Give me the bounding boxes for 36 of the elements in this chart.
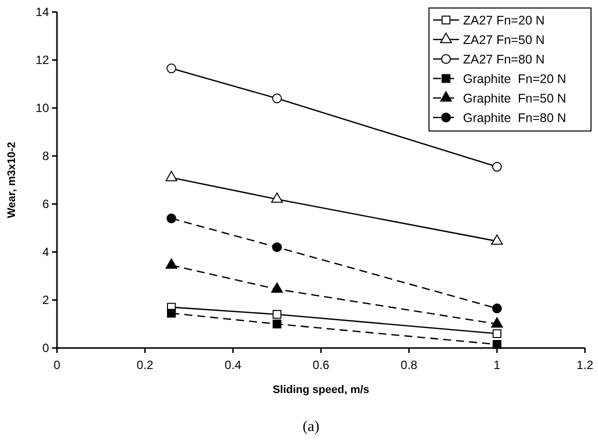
x-tick-label: 0.8 [400, 358, 418, 372]
legend-label: ZA27 Fn=80 N [463, 52, 545, 66]
x-tick-label: 1 [494, 358, 501, 372]
point [272, 94, 282, 104]
point [167, 308, 176, 318]
y-tick-label: 6 [42, 196, 50, 211]
legend-label: ZA27 Fn=50 N [463, 33, 545, 47]
y-axis-title: Wear, m3x10-2 [6, 142, 18, 218]
y-tick-label: 14 [36, 4, 50, 19]
y-tick-label: 2 [42, 292, 50, 307]
point [491, 317, 503, 328]
legend-label: ZA27 Fn=20 N [463, 14, 545, 28]
y-tick-label: 8 [42, 148, 50, 163]
point [272, 310, 282, 319]
x-axis-title: Sliding speed, m/s [272, 384, 370, 396]
x-tick-label: 0.4 [224, 358, 242, 372]
text: (a) [302, 419, 320, 435]
point [272, 320, 282, 328]
point [492, 304, 502, 314]
y-tick-label: 4 [42, 244, 50, 259]
x-tick-label: 0.2 [136, 358, 154, 372]
x-tick-label: 0 [54, 358, 61, 372]
y-tick-label: 0 [42, 340, 50, 355]
legend-label: Graphite Fn=50 N [463, 92, 566, 106]
point [166, 214, 176, 224]
x-tick-label: 1.2 [576, 358, 594, 372]
x-tick-label: 0.6 [312, 358, 330, 372]
y-tick-label: 10 [36, 100, 50, 115]
point [492, 329, 502, 338]
point [492, 162, 502, 172]
legend-label: Graphite Fn=20 N [463, 72, 566, 86]
y-tick-label: 12 [36, 52, 50, 67]
legend-label: Graphite Fn=80 N [463, 111, 566, 125]
point [166, 64, 176, 74]
point [272, 242, 282, 252]
point [492, 340, 502, 349]
